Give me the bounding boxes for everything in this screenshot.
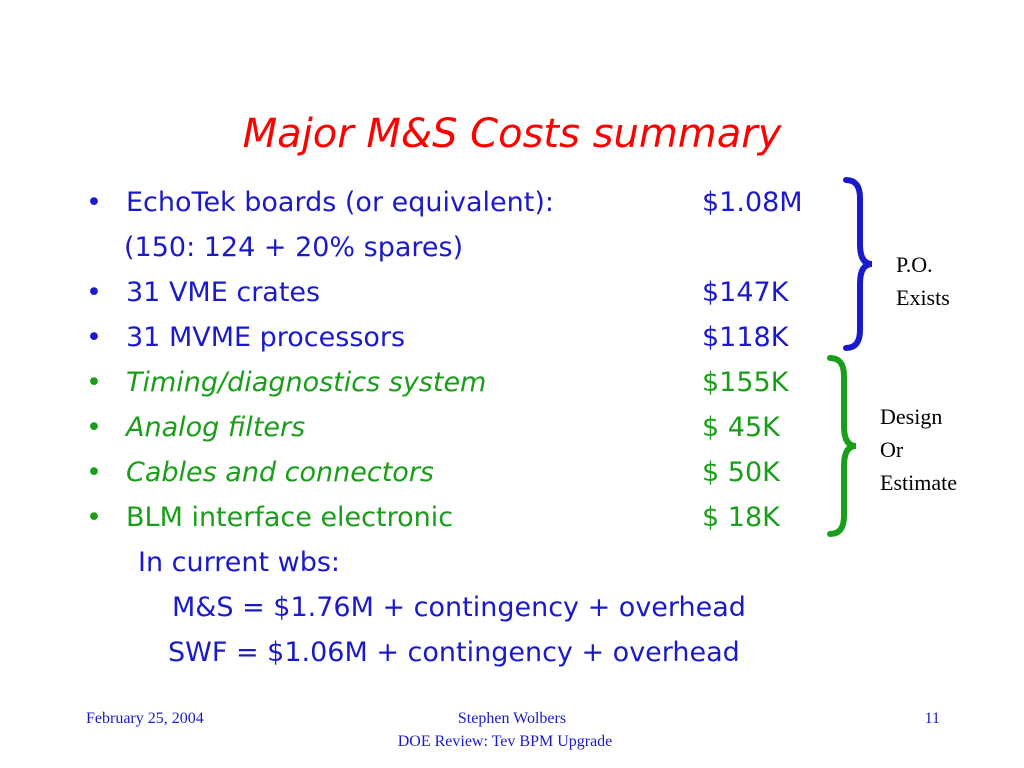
bullet: •: [86, 502, 102, 533]
footer-date: February 25, 2004: [86, 710, 204, 727]
bullet: •: [86, 457, 102, 488]
po-brace-icon: [843, 177, 873, 351]
po-note-line: P.O.: [896, 252, 933, 277]
echotek-note: (150: 124 + 20% spares): [124, 232, 464, 263]
wbs-ms-line: M&S = $1.76M + contingency + overhead: [172, 592, 746, 623]
cost-item-label: Analog filters: [126, 412, 306, 443]
cost-item-value: $118K: [702, 322, 789, 353]
design-note: Design Or Estimate: [880, 400, 957, 499]
design-note-line: Or: [880, 437, 904, 462]
cost-item-value: $147K: [702, 277, 789, 308]
footer-author: Stephen Wolbers: [457, 710, 567, 727]
cost-item-value: $ 50K: [702, 457, 780, 488]
cost-item-value: $1.08M: [702, 187, 803, 218]
cost-item-value: $ 45K: [702, 412, 780, 443]
cost-item-label: 31 MVME processors: [126, 322, 406, 353]
cost-item-label: BLM interface electronic: [126, 502, 454, 533]
wbs-swf-line: SWF = $1.06M + contingency + overhead: [168, 637, 740, 668]
cost-item-label: EchoTek boards (or equivalent):: [126, 187, 554, 218]
po-note-line: Exists: [896, 285, 950, 310]
bullet: •: [86, 367, 102, 398]
bullet: •: [86, 187, 102, 218]
bullet: •: [86, 322, 102, 353]
cost-item-label: Cables and connectors: [126, 457, 434, 488]
page-number: 11: [924, 710, 940, 727]
po-note: P.O. Exists: [896, 248, 950, 314]
cost-item-value: $155K: [702, 367, 789, 398]
cost-item-label: 31 VME crates: [126, 277, 321, 308]
bullet: •: [86, 277, 102, 308]
slide-title: Major M&S Costs summary: [242, 111, 782, 157]
bullet: •: [86, 412, 102, 443]
wbs-heading: In current wbs:: [138, 547, 341, 578]
footer-event: DOE Review: Tev BPM Upgrade: [397, 733, 613, 750]
cost-item-value: $ 18K: [702, 502, 780, 533]
cost-item-label: Timing/diagnostics system: [126, 367, 487, 398]
design-brace-icon: [827, 355, 857, 537]
design-note-line: Design: [880, 404, 943, 429]
design-note-line: Estimate: [880, 470, 957, 495]
